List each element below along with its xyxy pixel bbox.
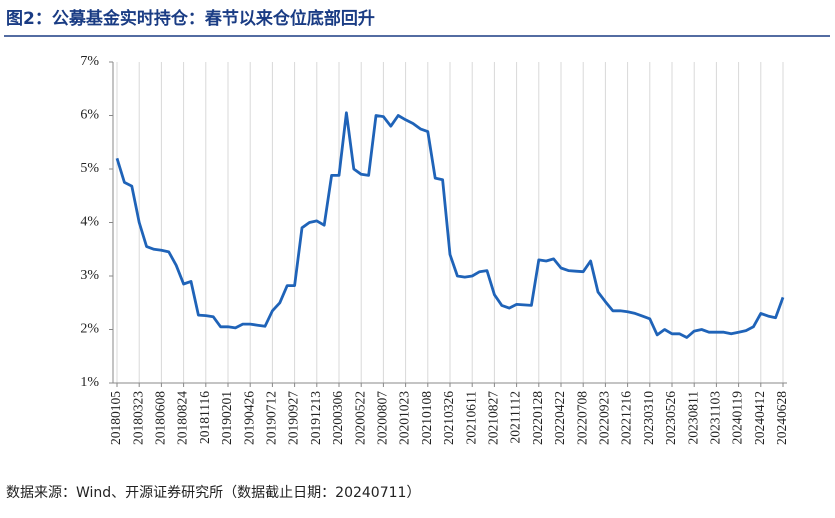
x-tick-label: 20220923: [596, 391, 611, 445]
x-tick-label: 20210611: [463, 391, 478, 445]
x-tick-label: 20240412: [752, 391, 767, 445]
x-tick-label: 20180824: [175, 391, 190, 445]
y-tick-label: 5%: [80, 161, 99, 176]
x-tick-label: 20190927: [286, 391, 301, 445]
x-tick-label: 20220128: [530, 391, 545, 445]
x-tick-label: 20231103: [707, 391, 722, 445]
x-tick-label: 20240119: [730, 391, 745, 445]
x-tick-label: 20221216: [619, 391, 634, 445]
y-tick-label: 7%: [80, 54, 99, 69]
x-tick-label: 20191213: [308, 391, 323, 445]
y-tick-label: 3%: [80, 268, 99, 283]
x-tick-label: 20200807: [374, 391, 389, 445]
x-tick-label: 20220422: [552, 391, 567, 445]
x-tick-label: 20201023: [397, 391, 412, 445]
x-tick-label: 20230310: [641, 391, 656, 445]
x-tick-label: 20190712: [263, 391, 278, 445]
x-tick-label: 20200522: [352, 391, 367, 445]
x-tick-label: 20181116: [197, 391, 212, 444]
source-note: 数据来源：Wind、开源证券研究所（数据截止日期：20240711）: [6, 485, 420, 501]
x-tick-label: 20230526: [663, 391, 678, 445]
x-tick-label: 20210827: [485, 391, 500, 445]
x-tick-label: 20230811: [685, 391, 700, 445]
x-tick-label: 20190201: [219, 391, 234, 445]
x-tick-label: 20240628: [774, 391, 789, 445]
y-tick-label: 6%: [80, 108, 99, 123]
x-tick-label: 20220708: [574, 391, 589, 445]
chart-title: 图2：公募基金实时持仓：春节以来仓位底部回升: [6, 8, 375, 29]
x-tick-label: 20180105: [108, 391, 123, 445]
x-tick-label: 20180608: [152, 391, 167, 445]
x-tick-label: 20210108: [419, 391, 434, 445]
y-tick-label: 2%: [80, 322, 99, 337]
x-tick-label: 20180323: [130, 391, 145, 445]
y-tick-label: 4%: [80, 215, 99, 230]
x-tick-label: 20200306: [330, 391, 345, 445]
x-tick-label: 20210326: [441, 391, 456, 445]
y-tick-label: 1%: [80, 375, 99, 390]
data-line: [115, 111, 785, 339]
x-tick-label: 20211112: [508, 391, 523, 444]
x-tick-label: 20190426: [241, 391, 256, 445]
